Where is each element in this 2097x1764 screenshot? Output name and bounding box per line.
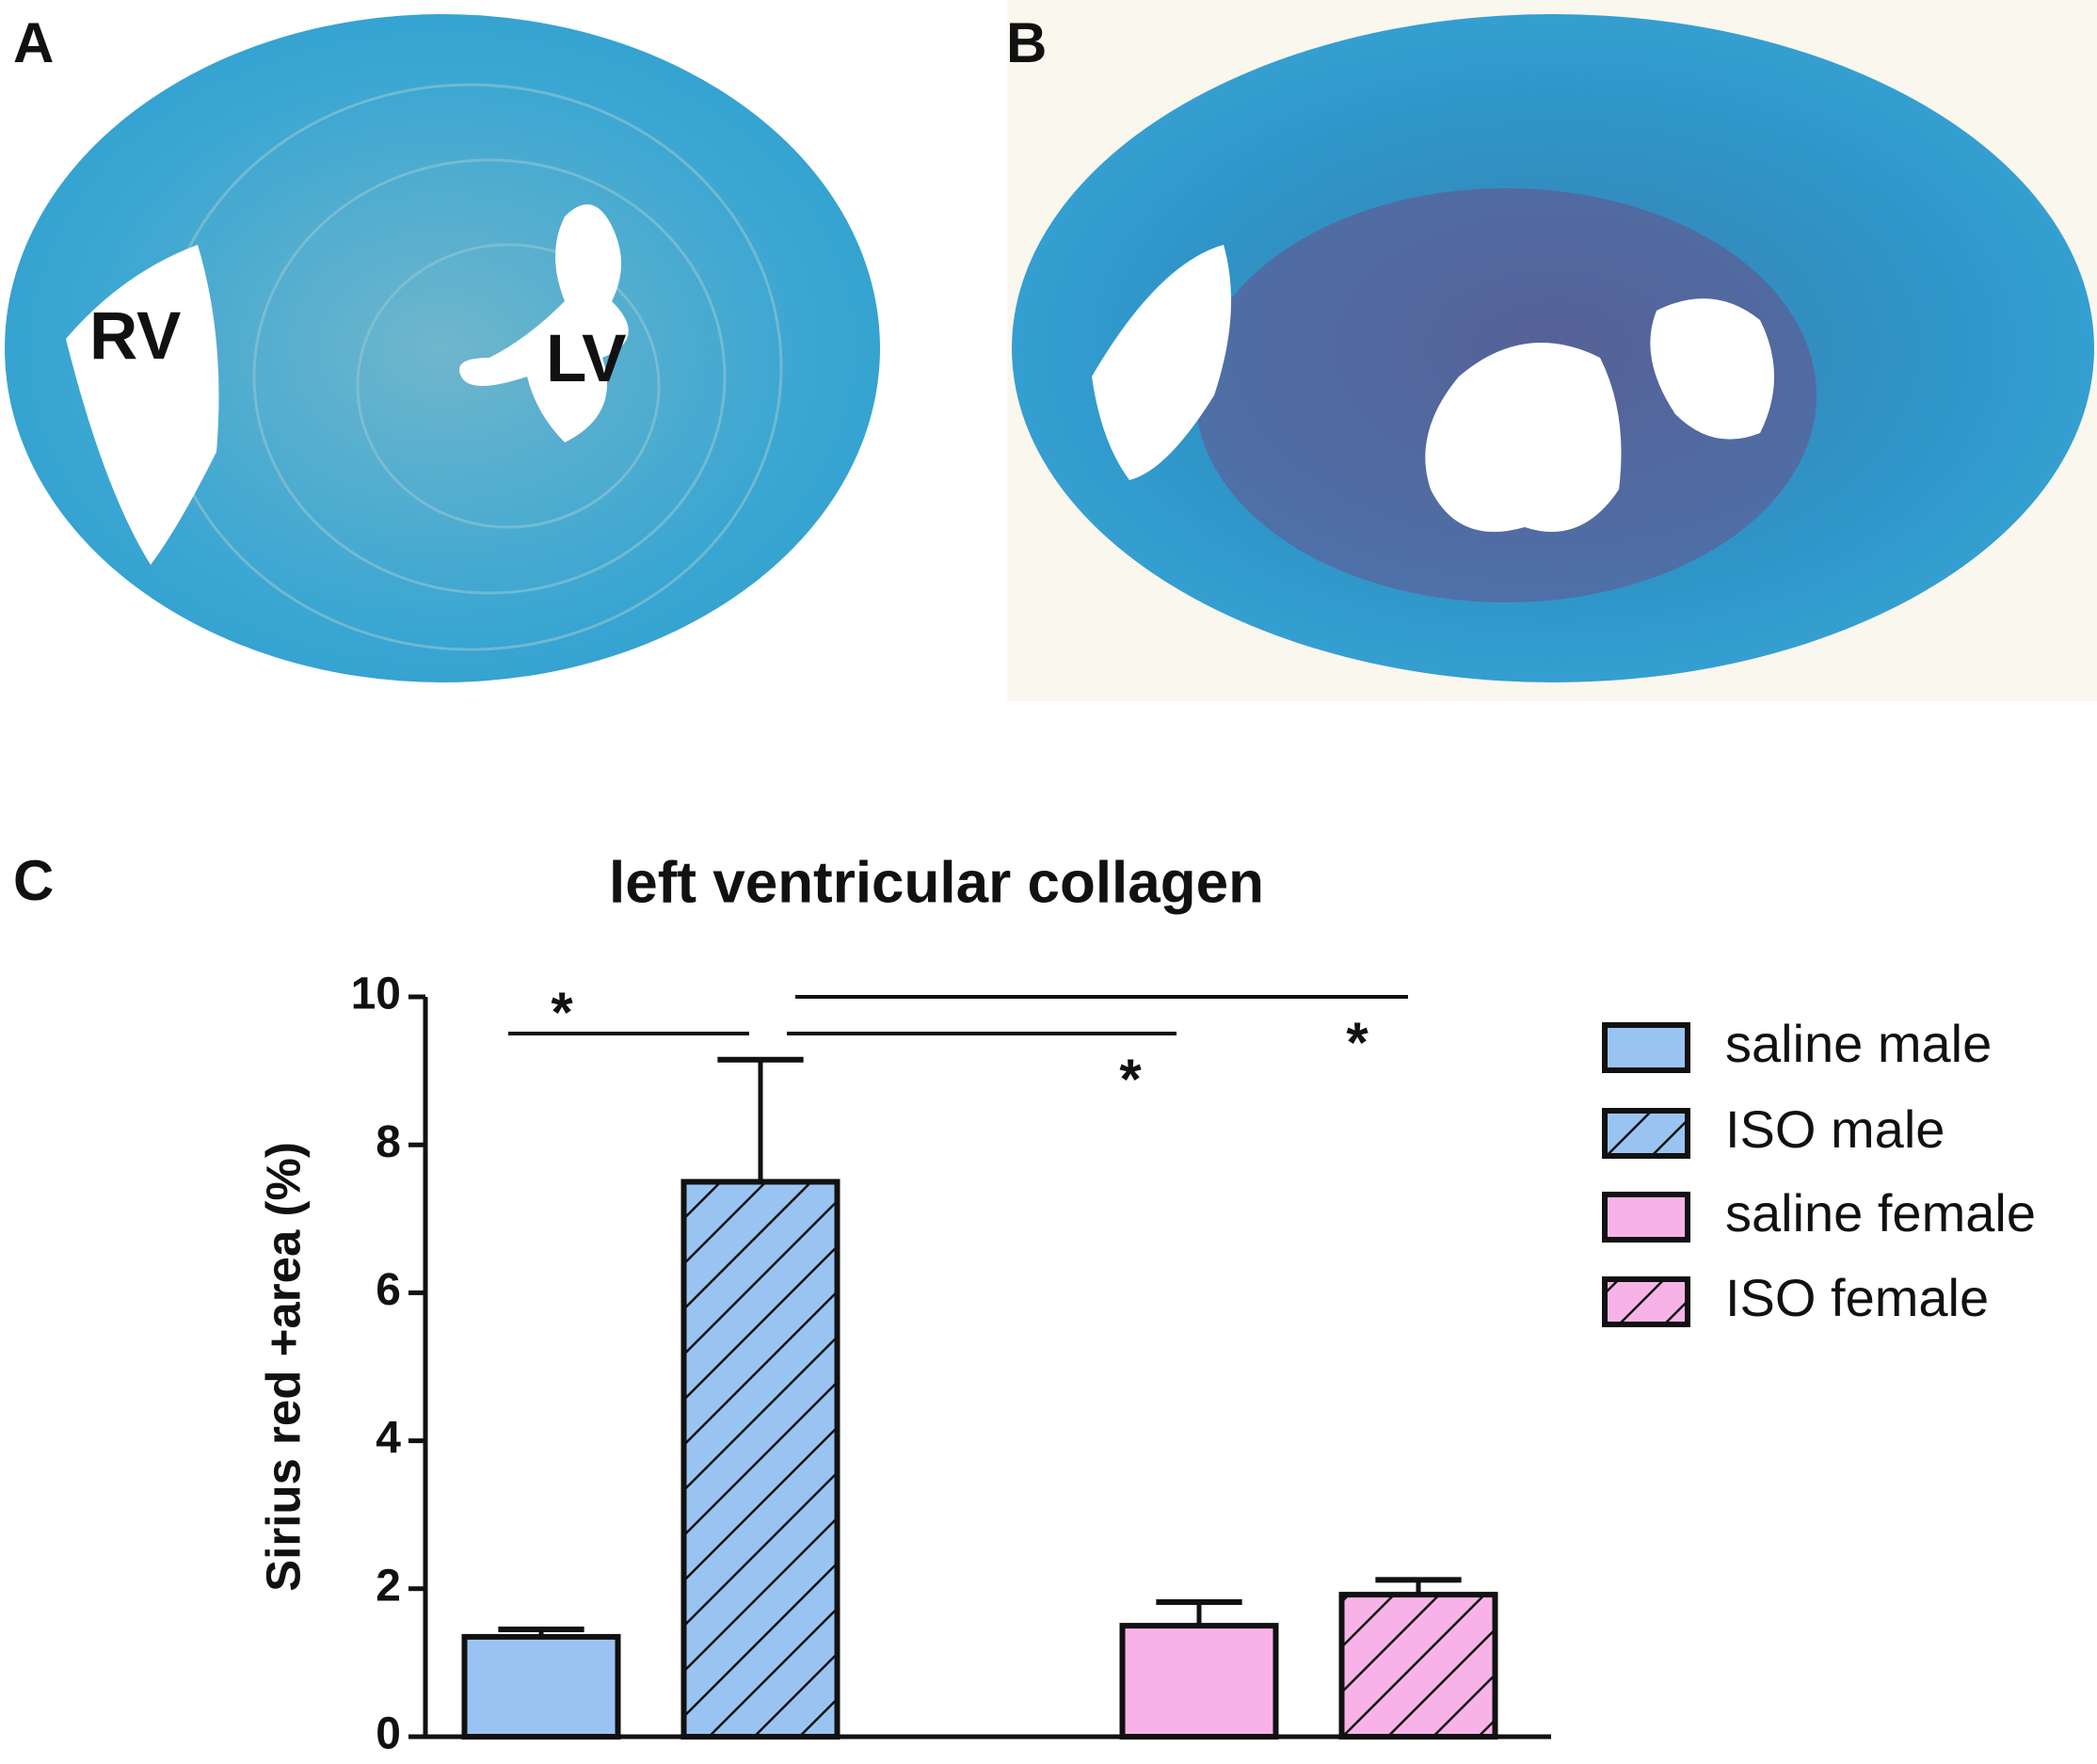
image-label: LV xyxy=(546,322,626,396)
bar xyxy=(680,1179,840,1740)
y-tick-label: 4 xyxy=(376,1413,401,1463)
legend-swatch xyxy=(1602,1276,1690,1327)
histology-a xyxy=(5,14,880,682)
legend-swatch xyxy=(1602,1022,1690,1073)
bar xyxy=(1119,1623,1279,1740)
panel-label: B xyxy=(1006,11,1047,74)
significance-star: * xyxy=(1119,1048,1142,1111)
bar xyxy=(1338,1592,1498,1740)
legend-label: saline female xyxy=(1725,1183,2036,1243)
significance-star: * xyxy=(1346,1011,1369,1074)
panel-label: A xyxy=(13,11,54,74)
y-axis-label: Sirius red +area (%) xyxy=(256,1142,310,1592)
legend-label: ISO male xyxy=(1725,1099,1945,1159)
legend-label: saline male xyxy=(1725,1014,1992,1073)
y-tick-label: 0 xyxy=(376,1709,401,1759)
y-tick-label: 8 xyxy=(376,1117,401,1167)
image-label: RV xyxy=(89,299,181,374)
legend-swatch xyxy=(1602,1192,1690,1243)
bar xyxy=(461,1633,621,1740)
histology-b xyxy=(1007,0,2097,701)
legend-swatch xyxy=(1602,1108,1690,1159)
panel-label: C xyxy=(13,849,54,912)
y-tick-label: 10 xyxy=(351,970,401,1019)
legend-label: ISO female xyxy=(1725,1268,1989,1327)
y-tick-label: 2 xyxy=(376,1561,401,1611)
chart-title: left ventricular collagen xyxy=(609,850,1264,915)
significance-star: * xyxy=(551,981,573,1044)
y-tick-label: 6 xyxy=(376,1265,401,1315)
